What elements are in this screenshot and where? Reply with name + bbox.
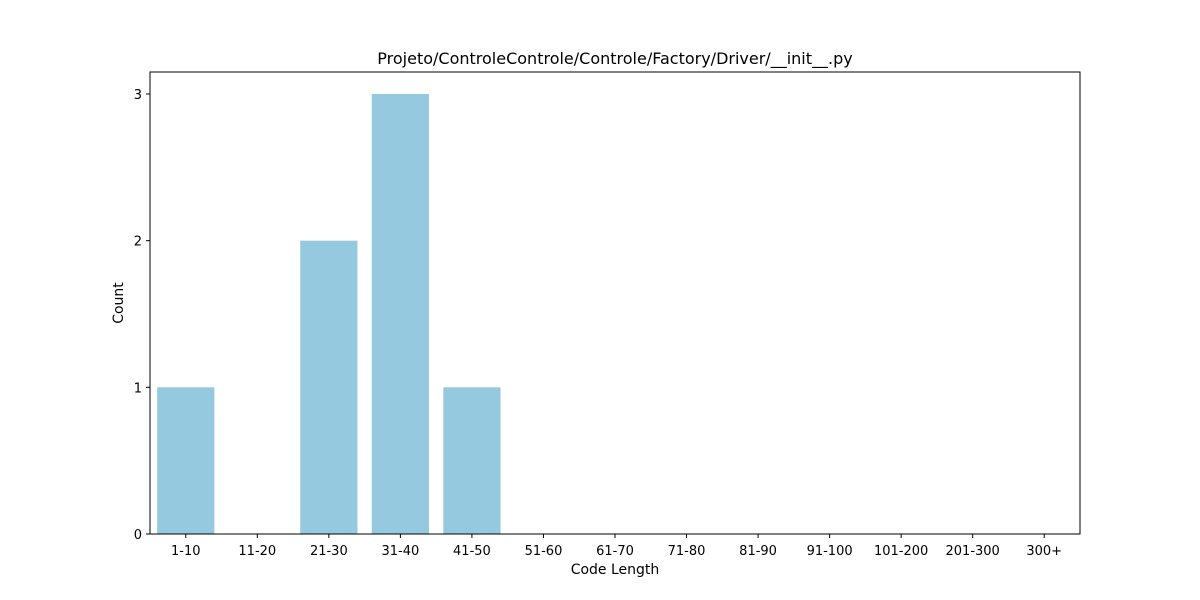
x-tick-label: 91-100	[807, 544, 853, 559]
x-tick-label: 71-80	[668, 544, 706, 559]
x-tick-label: 41-50	[453, 544, 491, 559]
x-tick-label: 31-40	[381, 544, 419, 559]
plot-frame	[149, 71, 1081, 535]
bar-41-50	[443, 387, 501, 534]
y-tick-label: 3	[134, 88, 142, 103]
x-tick-label: 201-300	[946, 544, 1000, 559]
x-tick-label: 101-200	[874, 544, 928, 559]
x-tick-label: 300+	[1026, 544, 1062, 559]
y-axis-label: Count	[111, 282, 127, 324]
x-axis-label: Code Length	[571, 562, 660, 578]
bars-group	[157, 94, 501, 534]
bar-1-10	[157, 387, 215, 534]
x-tick-label: 11-20	[238, 544, 276, 559]
y-tick-label: 0	[134, 528, 142, 543]
y-ticks-group: 0 1 2 3	[134, 88, 150, 543]
x-tick-label: 51-60	[525, 544, 563, 559]
chart-title: Projeto/ControleControle/Controle/Factor…	[377, 49, 852, 69]
x-tick-label: 61-70	[596, 544, 634, 559]
x-tick-label: 1-10	[171, 544, 201, 559]
bar-31-40	[371, 94, 429, 534]
y-tick-label: 1	[134, 381, 142, 396]
y-tick-label: 2	[134, 235, 142, 250]
x-ticks-group: 1-10 11-20 21-30 31-40 41-50 51-60 61-70 71-80 8…	[171, 534, 1062, 559]
bar-21-30	[300, 240, 358, 534]
x-tick-label: 81-90	[739, 544, 777, 559]
x-tick-label: 21-30	[310, 544, 348, 559]
